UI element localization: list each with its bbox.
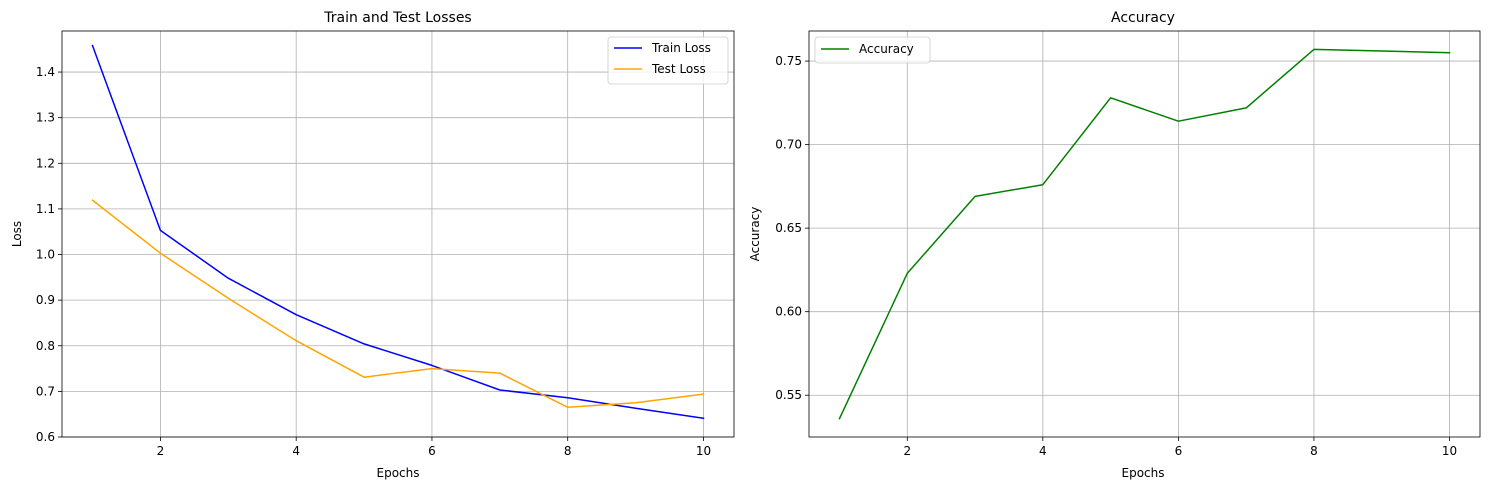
x-tick-label: 2 [903,444,911,458]
x-tick-label: 10 [696,444,711,458]
y-tick-label: 0.8 [36,339,55,353]
accuracy-chart-ylabel: Accuracy [748,207,762,262]
y-tick-label: 0.75 [775,54,802,68]
accuracy-chart-ticks: 2 4 6 8 10 0.55 0.60 0.65 0.70 0.75 [775,54,1457,458]
y-tick-label: 0.9 [36,293,55,307]
accuracy-chart-frame [808,30,1481,438]
accuracy-chart: Accuracy 2 4 6 8 10 0.55 0.60 0.65 0.70 0.75 Epoc… [748,10,1481,480]
x-tick-label: 10 [1442,444,1457,458]
x-tick-label: 6 [1175,444,1183,458]
y-tick-label: 1.4 [36,65,55,79]
accuracy-chart-legend: Accuracy [814,36,931,64]
accuracy-chart-legend-box [814,36,931,64]
y-tick-label: 0.70 [775,138,802,152]
accuracy-chart-title: Accuracy [1111,10,1175,26]
loss-chart-lines [91,44,705,420]
y-tick-label: 0.60 [775,305,802,319]
x-tick-label: 2 [157,444,165,458]
loss-chart: Train and Test Losses 2 4 6 8 10 0.6 0.7 0.8 0.9… [10,10,735,480]
accuracy-chart-lines [838,48,1451,420]
x-tick-label: 6 [428,444,436,458]
loss-chart-ticks: 2 4 6 8 10 0.6 0.7 0.8 0.9 1.0 1.1 1.2 1.3 1.4 [36,65,711,458]
x-tick-label: 8 [1310,444,1318,458]
y-tick-label: 1.1 [36,202,55,216]
legend-label-train-loss: Train Loss [651,41,711,55]
series-line-test-loss [91,199,705,409]
accuracy-chart-grid [809,31,1480,437]
legend-label-accuracy: Accuracy [859,42,914,56]
y-tick-label: 0.6 [36,430,55,444]
x-tick-label: 4 [292,444,300,458]
y-tick-label: 1.3 [36,111,55,125]
accuracy-chart-xlabel: Epochs [1122,466,1165,480]
y-tick-label: 0.7 [36,384,55,398]
legend-label-test-loss: Test Loss [651,62,706,76]
series-line-accuracy [838,48,1451,420]
loss-chart-title: Train and Test Losses [323,10,471,26]
y-tick-label: 0.65 [775,221,802,235]
y-tick-label: 1.2 [36,156,55,170]
loss-chart-ylabel: Loss [10,221,24,247]
loss-chart-frame [61,30,735,438]
loss-chart-grid [62,31,734,438]
y-tick-label: 0.55 [775,388,802,402]
loss-chart-legend: Train Loss Test Loss [607,36,729,85]
series-line-train-loss [91,44,705,420]
y-tick-label: 1.0 [36,248,55,262]
loss-chart-xlabel: Epochs [377,466,420,480]
x-tick-label: 4 [1039,444,1047,458]
x-tick-label: 8 [564,444,572,458]
